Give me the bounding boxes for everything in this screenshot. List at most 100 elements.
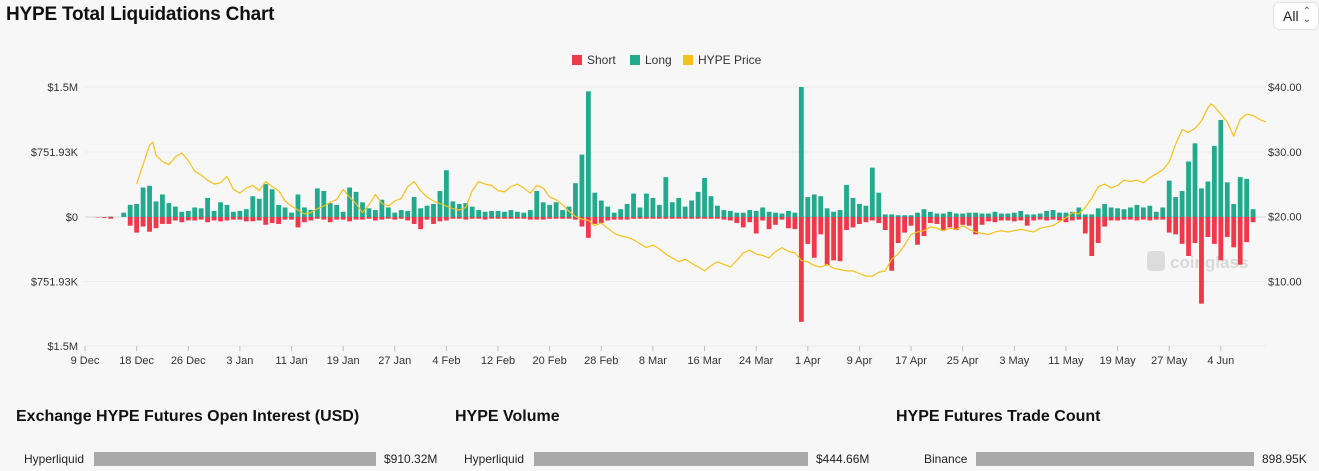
long-bar [824,208,830,217]
short-bar [928,217,933,224]
long-bar [844,184,849,217]
short-bar [443,217,449,221]
long-bar [108,216,114,218]
long-bar [798,87,804,217]
short-bar [882,217,888,230]
short-bar [598,217,604,224]
short-bar [573,217,578,220]
long-bar [1192,143,1198,217]
long-bar [140,187,146,217]
short-bar [824,217,830,266]
short-bar [1224,217,1230,237]
long-bar [289,212,294,217]
short-bar [1069,217,1075,221]
open-interest-value: $910.32M [384,452,438,466]
short-bar [863,217,869,223]
trade-count-bar [976,452,1254,466]
short-bar [308,217,314,221]
short-bar [1186,217,1191,256]
short-bar [205,217,211,223]
volume-value: $444.66M [816,452,870,466]
y-right-tick-label: $10.00 [1268,276,1302,288]
long-bar [224,204,230,217]
short-bar [1153,217,1159,220]
short-bar [398,217,404,219]
long-bar [611,212,617,217]
short-bar [334,217,340,220]
short-bar [243,217,249,222]
short-bar [624,217,630,220]
legend-label: Short [587,53,616,67]
y-left-tick-label: $751.93K [31,147,79,159]
short-bar [153,217,159,229]
long-bar [295,194,301,217]
volume-bar [534,452,808,466]
long-bar [347,187,352,217]
long-bar [237,210,243,217]
long-bar [1244,178,1250,217]
short-bar [172,217,178,221]
short-bar [727,217,733,221]
short-bar [1095,217,1101,243]
long-bar [863,205,869,217]
short-bar [708,217,714,219]
long-bar [1211,145,1217,217]
watermark-logo-icon [1147,251,1165,271]
short-bar [721,217,727,220]
short-bar [1050,217,1056,220]
short-bar [1044,217,1049,221]
short-bar [766,217,772,230]
y-right-tick-label: $40.00 [1268,82,1302,94]
long-bar [534,191,540,217]
range-select[interactable]: All ⌃ ⌄ [1273,2,1319,30]
long-bar [282,207,288,217]
long-bar [734,212,740,217]
short-bar [1031,217,1037,221]
long-bar [1140,207,1146,217]
short-bar [463,217,469,220]
long-bar [573,183,578,217]
trade-count-value: 898.95K [1262,452,1307,466]
short-bar [295,217,301,228]
long-bar [1231,204,1237,217]
long-bar [276,204,282,217]
long-bar [1044,210,1049,217]
short-bar [379,217,385,220]
short-bar [973,217,978,235]
short-bar [147,217,152,232]
short-bar [779,217,785,220]
legend-swatch-short [572,55,582,65]
long-bar [766,211,772,217]
x-tick-label: 25 Apr [947,355,979,367]
short-bar [857,217,862,224]
long-bar [405,210,411,217]
long-bar [605,206,611,217]
short-bar [250,217,256,222]
long-bar [1037,213,1043,217]
price-line [136,103,1267,277]
long-bar [263,184,269,217]
short-bar [347,217,352,222]
long-bar [360,202,365,217]
x-tick-label: 16 Mar [687,355,722,367]
long-bar [740,212,746,217]
long-bar [721,210,727,217]
long-bar [579,154,585,217]
long-bar [231,211,236,217]
short-bar [992,217,998,223]
short-bar [1179,217,1185,244]
long-bar [1076,207,1082,217]
short-bar [1024,217,1030,226]
short-bar [198,217,204,220]
short-bar [160,217,165,224]
long-bar [902,215,908,217]
long-bar [837,210,843,217]
long-bar [947,211,953,217]
long-bar [805,197,811,217]
long-bar [1218,119,1224,217]
x-tick-label: 27 Jan [378,355,411,367]
x-tick-label: 11 May [1048,355,1084,367]
long-bar [1069,211,1075,217]
long-bar [1160,207,1166,217]
short-bar [1173,217,1179,235]
